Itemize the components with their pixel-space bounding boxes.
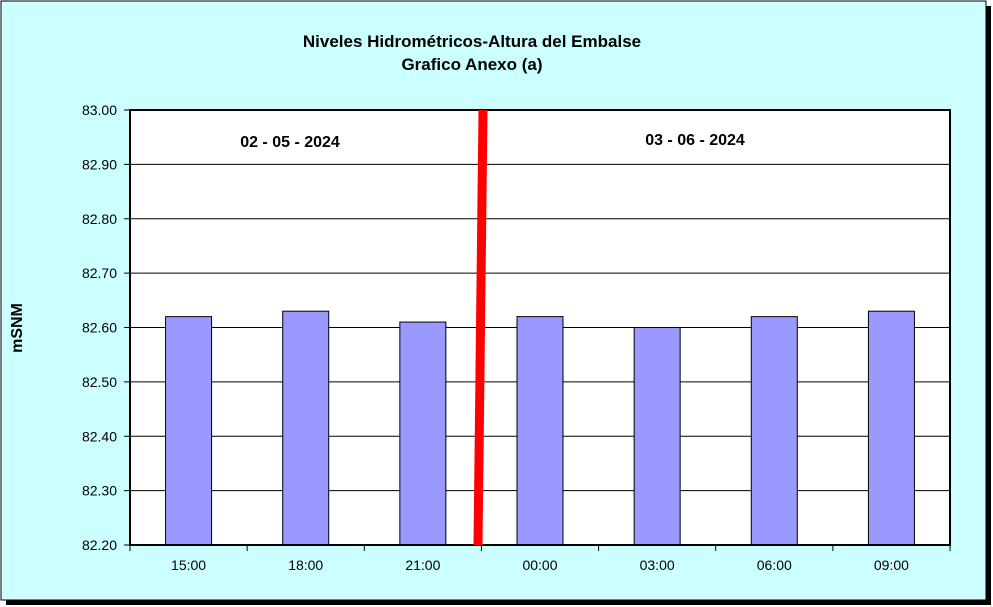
chart-subtitle: Grafico Anexo (a) [401,55,542,74]
bar [516,316,564,546]
x-tick-label: 15:00 [171,557,206,573]
y-axis-label: mSNM [9,303,26,353]
y-tick-label: 83.00 [82,102,117,118]
bar [399,321,447,546]
bar [867,310,915,546]
chart-title: Niveles Hidrométricos-Altura del Embalse [303,32,641,51]
date-label-left: 02 - 05 - 2024 [240,134,340,151]
y-tick-label: 82.80 [82,211,117,227]
x-tick-label: 03:00 [640,557,675,573]
y-tick-label: 82.40 [82,428,117,444]
x-axis-ticks: 15:00 18:00 21:00 00:00 03:00 06:00 09:00 [129,545,951,573]
x-tick-label: 09:00 [874,557,909,573]
y-tick-label: 82.60 [82,320,117,336]
y-tick-label: 82.30 [82,483,117,499]
bar [165,316,213,546]
y-tick-label: 82.20 [82,537,117,553]
y-axis-ticks: 82.20 82.30 82.40 82.50 82.60 82.70 82.80 82.90… [82,102,130,553]
date-label-right: 03 - 06 - 2024 [645,132,745,149]
bar [750,316,798,546]
x-tick-label: 21:00 [405,557,440,573]
day-divider-line [473,109,488,546]
x-tick-label: 06:00 [757,557,792,573]
y-tick-label: 82.50 [82,374,117,390]
x-tick-label: 00:00 [522,557,557,573]
bars [165,310,915,546]
y-tick-label: 82.70 [82,265,117,281]
bar [282,310,330,546]
bar [633,327,681,546]
y-tick-label: 82.90 [82,156,117,172]
x-tick-label: 18:00 [288,557,323,573]
